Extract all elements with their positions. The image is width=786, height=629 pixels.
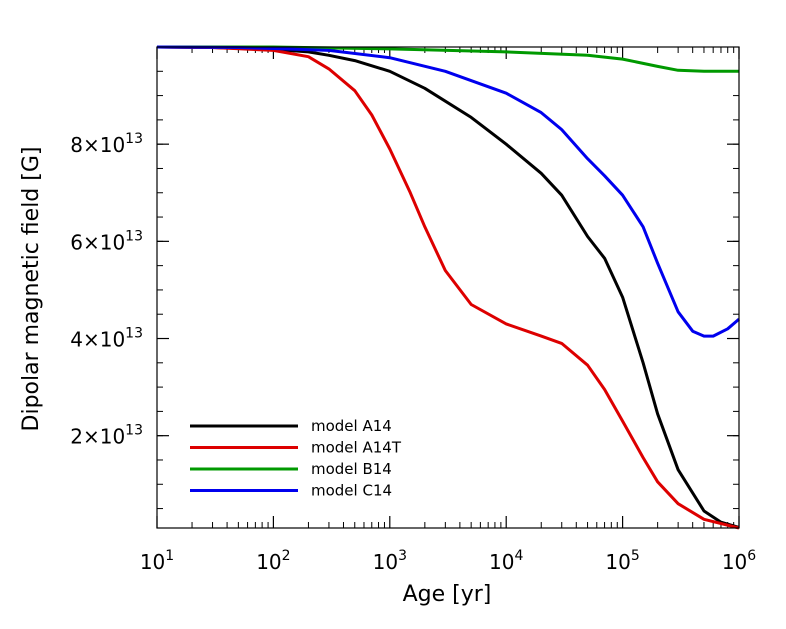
x-tick-label: 101 — [140, 548, 174, 574]
x-tick-label: 103 — [373, 548, 407, 574]
x-tick-label: 105 — [605, 548, 639, 574]
x-axis-title: Age [yr] — [403, 582, 492, 607]
legend-label: model C14 — [311, 482, 392, 500]
legend-label: model A14T — [311, 439, 402, 457]
y-tick-label: 6×1013 — [70, 228, 143, 254]
plot-frame — [156, 46, 740, 529]
legend-label: model A14 — [311, 417, 392, 435]
series-lines — [156, 45, 740, 530]
y-tick-label: 8×1013 — [70, 131, 143, 157]
series-line-model-a14t — [156, 45, 740, 530]
x-tick-labels: 101 102 103 104 105 106 — [140, 548, 756, 574]
series-line-model-c14 — [156, 45, 740, 338]
y-tick-labels: 2×1013 4×1013 6×1013 8×1013 — [70, 131, 143, 449]
x-tick-label: 102 — [256, 548, 290, 574]
x-tick-label: 106 — [722, 548, 756, 574]
y-tick-label: 2×1013 — [70, 423, 143, 449]
series-line-model-a14 — [156, 45, 740, 529]
y-axis-title: Dipolar magnetic field [G] — [19, 147, 44, 432]
x-tick-label: 104 — [489, 548, 523, 574]
legend-label: model B14 — [311, 460, 392, 478]
legend: model A14 model A14T model B14 model C14 — [190, 417, 402, 500]
series-line-model-b14 — [157, 45, 739, 73]
y-tick-label: 4×1013 — [70, 326, 143, 352]
